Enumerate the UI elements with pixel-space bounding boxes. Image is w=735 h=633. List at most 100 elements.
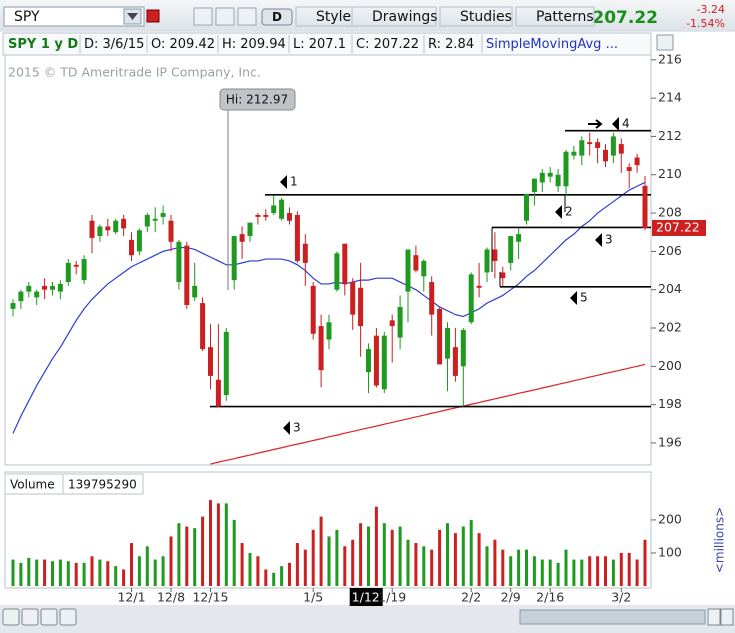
candle-body [508, 236, 514, 263]
candle-body [144, 214, 150, 227]
scroll-right[interactable] [720, 608, 734, 626]
candle-body [587, 142, 593, 145]
volume-bar [240, 543, 244, 586]
volume-bar [619, 552, 623, 586]
candle-body [50, 285, 55, 290]
x-tick-label: 12/15 [192, 590, 228, 605]
volume-bar [66, 561, 70, 586]
volume-bar [82, 562, 86, 586]
icon-button[interactable] [215, 7, 235, 26]
candle-body [595, 142, 601, 148]
interval-button[interactable] [261, 8, 293, 26]
candle-body [231, 236, 237, 281]
volume-label: Volume [10, 478, 55, 492]
icon-button[interactable] [237, 7, 257, 26]
toolbar-button[interactable] [439, 6, 513, 27]
candle-body [279, 199, 285, 219]
candle-body [326, 322, 332, 340]
candle-body [318, 326, 324, 371]
volume-bar [130, 543, 133, 586]
candle-body [81, 259, 87, 281]
y-tick-label: 196 [658, 434, 682, 449]
marker-label: 3 [605, 233, 613, 247]
volume-bar [295, 543, 299, 586]
candle-body [105, 226, 111, 231]
volume-bar [161, 556, 165, 586]
toolbar-button[interactable] [351, 6, 437, 27]
info-study: SimpleMovingAvg ... [486, 37, 618, 52]
candle-body [239, 234, 245, 242]
candle-body [10, 303, 16, 309]
icon-button[interactable] [193, 7, 213, 26]
symbol-box[interactable] [3, 6, 145, 27]
volume-bar [90, 556, 94, 586]
volume-bar [430, 549, 434, 586]
candle-body [397, 306, 403, 338]
candle-body [626, 167, 632, 171]
toolbar-button[interactable] [515, 6, 595, 27]
marker-label: 1 [290, 175, 298, 189]
candle-body [421, 260, 427, 277]
info-open: O: 209.42 [151, 37, 215, 52]
candle-body [42, 285, 48, 290]
dropdown-arrow [127, 13, 138, 20]
volume-bar [509, 556, 513, 586]
candle-body [223, 331, 229, 396]
volume-bar [177, 523, 181, 586]
volume-bar [548, 559, 552, 586]
candle-body [136, 230, 142, 252]
last-price-tag [652, 220, 706, 237]
candle-body [445, 328, 450, 359]
info-low: L: 207.1 [293, 37, 346, 52]
candle-body [571, 151, 577, 156]
zoom-in[interactable] [21, 608, 39, 626]
moving-average [12, 181, 646, 434]
y-tick-label: 208 [658, 205, 682, 220]
volume-bar [327, 536, 331, 586]
zoom-out[interactable] [40, 608, 58, 626]
volume-bar [153, 559, 157, 586]
y-tick-label: 216 [658, 51, 682, 66]
x-tick-label: 12/1 [117, 590, 145, 605]
marker-arrow [283, 421, 290, 435]
candle-body [192, 285, 198, 298]
volume-bar [374, 506, 378, 586]
candle-body [460, 329, 466, 367]
candle-body [429, 282, 435, 315]
candle-body [263, 214, 269, 217]
candle-body [215, 379, 221, 407]
volume-bar [256, 556, 260, 586]
x-tick-label: 2/16 [536, 590, 564, 605]
y-tick-label: 200 [658, 358, 682, 373]
zoom-button[interactable] [2, 608, 20, 626]
info-name: SPY 1 y D [8, 37, 78, 52]
volume-bar [596, 556, 600, 586]
marker-arrow [595, 233, 602, 247]
volume-bar [453, 533, 457, 586]
candle-body [539, 172, 545, 183]
candle-body [342, 243, 348, 284]
candle-body [160, 213, 166, 217]
scroll-left[interactable] [707, 608, 721, 626]
volume-bar [359, 523, 363, 586]
volume-bar [493, 539, 497, 586]
candle-body [476, 285, 482, 288]
candle-body [97, 226, 103, 237]
y-tick-label: 198 [658, 396, 682, 411]
candle-body [500, 272, 506, 279]
candle-body [634, 157, 640, 166]
volume-value-box [62, 473, 144, 495]
change-pct: -1.54% [686, 17, 725, 30]
volume-bar [572, 559, 576, 586]
volume-bar [517, 549, 521, 586]
x-tick-label: 1/12 [352, 590, 380, 605]
volume-bar [19, 562, 23, 586]
scrollbar[interactable] [519, 609, 706, 625]
info-range: R: 2.84 [428, 37, 474, 52]
link-color[interactable] [146, 9, 160, 23]
text-tool[interactable] [59, 608, 77, 626]
volume-bar [564, 549, 568, 586]
volume-bar [343, 546, 347, 586]
volume-bar [209, 500, 212, 586]
settings-button[interactable] [656, 34, 674, 51]
